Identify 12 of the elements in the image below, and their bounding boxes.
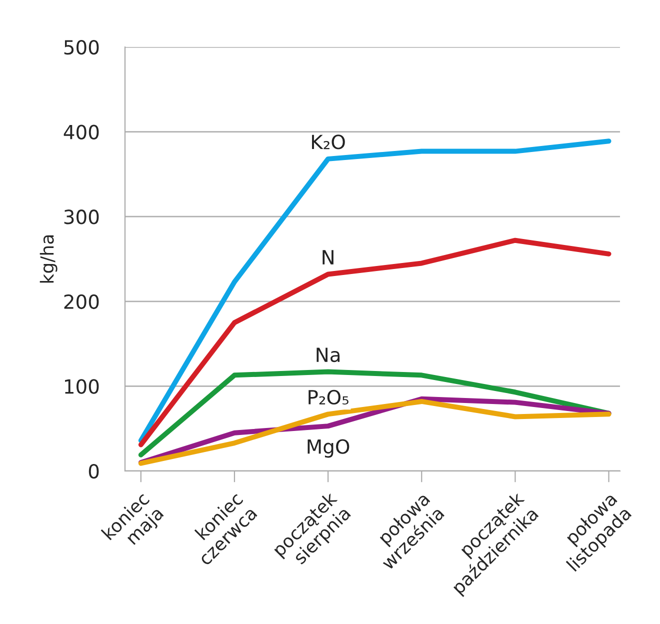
y-tick-label: 100 [65, 379, 99, 394]
y-axis-title: kg/ha [40, 235, 58, 283]
y-tick-label: 200 [64, 294, 99, 310]
series-label: K₂O [312, 134, 345, 150]
series-label: Na [316, 348, 340, 362]
series-label: P₂O₅ [308, 390, 348, 405]
y-tick-label: 0 [88, 464, 99, 479]
y-tick-label: 400 [64, 124, 99, 140]
y-tick-label: 300 [64, 210, 99, 224]
series-label: N [322, 250, 334, 264]
series-label: MgO [308, 439, 350, 458]
y-tick-label: 500 [64, 40, 99, 55]
